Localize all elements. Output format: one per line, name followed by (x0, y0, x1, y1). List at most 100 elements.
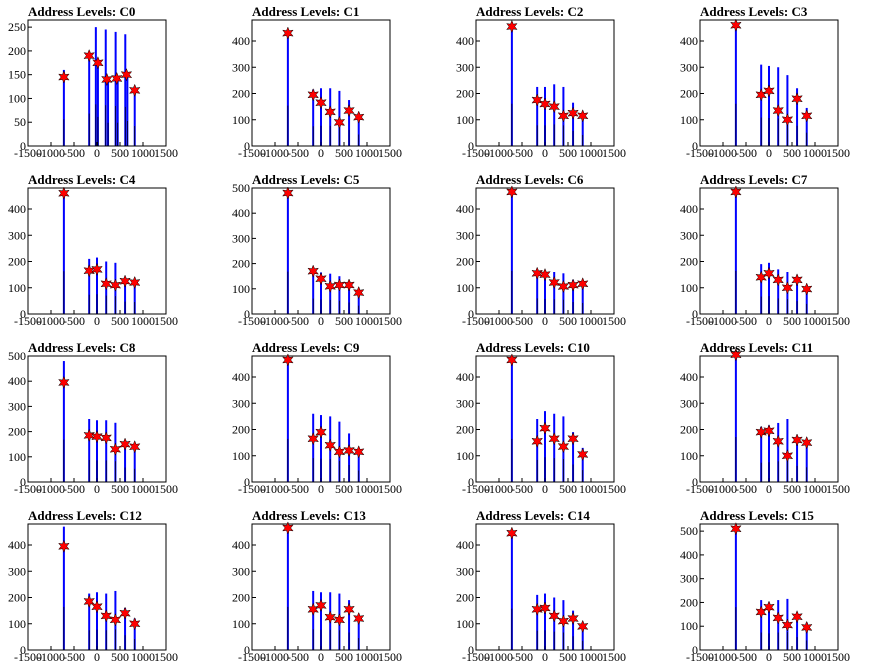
x-tick-label: 500 (559, 146, 577, 160)
y-tick-label: 0 (468, 139, 474, 153)
x-tick-label: -500 (287, 650, 309, 664)
x-tick-label: -1500 (686, 650, 714, 664)
histogram-bar (329, 273, 332, 314)
x-tick-label: 500 (111, 314, 129, 328)
histogram-bar (796, 436, 799, 482)
histogram-bar (553, 413, 556, 482)
peak-marker (119, 274, 131, 288)
histogram-bar (96, 420, 98, 482)
chart-title: Address Levels: C2 (476, 4, 584, 19)
histogram-bar (510, 531, 513, 651)
histogram-bar (286, 526, 289, 651)
x-tick-label: -1500 (14, 314, 42, 328)
histogram-bar (572, 102, 575, 146)
x-tick-label: -500 (511, 650, 533, 664)
x-tick-label: -500 (287, 314, 309, 328)
peak-marker (100, 609, 112, 623)
chart-svg-13: -1500-1000-500 0 500 1000 1500 0 100 200 300 400 (232, 521, 402, 664)
histogram-bar (116, 79, 119, 146)
y-tick-label: 200 (232, 87, 250, 101)
x-tick-label: -1000 (261, 482, 289, 496)
peak-marker (333, 115, 346, 130)
chart-panel-14: -1500 -1000 -500 0 500 1000 1500 0 100 200 300 400 A… (448, 504, 672, 672)
peak-marker (282, 186, 294, 200)
y-tick-label: 300 (232, 396, 250, 410)
histogram-bar (133, 279, 136, 315)
peak-marker (506, 526, 518, 540)
peak-marker (576, 109, 589, 123)
histogram-bar (805, 622, 808, 650)
peak-marker (91, 600, 103, 614)
chart-svg-6: -1500-1000-500 0 500 1000 1500 0 100 200 300 400 (456, 185, 626, 328)
y-tick-label: 300 (680, 60, 698, 74)
histogram-bar (96, 592, 98, 650)
y-tick-label: 0 (244, 307, 250, 321)
histogram-bar (805, 440, 808, 482)
chart-svg-2: -1500-1000-500 0 500 1000 1500 0 100 200 300 400 (456, 19, 626, 160)
y-tick-label: 200 (232, 423, 250, 437)
histogram-bar (348, 281, 351, 314)
histogram-bar (107, 79, 110, 146)
y-tick-label: 250 (8, 20, 26, 34)
chart-title: Address Levels: C5 (252, 172, 360, 187)
y-tick-label: 200 (680, 87, 698, 101)
histogram-bar (581, 623, 584, 650)
chart-panel-7: -1500 -1000 -500 0 500 1000 1500 0 100 200 300 400 A… (672, 168, 896, 336)
x-tick-label: 1500 (826, 650, 850, 664)
histogram-bar (553, 272, 556, 314)
histogram-bar (96, 62, 99, 146)
peak-marker (800, 435, 813, 450)
y-tick-label: 400 (680, 548, 698, 562)
x-tick-label: -1500 (686, 146, 714, 160)
y-tick-label: 500 (8, 349, 26, 363)
y-tick-label: 0 (20, 139, 26, 153)
histogram-bar (581, 282, 584, 314)
y-tick-label: 300 (680, 396, 698, 410)
peak-marker (557, 614, 570, 628)
histogram-bar (133, 88, 136, 146)
chart-title: Address Levels: C14 (476, 508, 590, 523)
x-tick-label: -1000 (485, 482, 513, 496)
y-tick-label: 200 (680, 595, 698, 609)
peak-marker (282, 353, 294, 367)
x-tick-label: 1500 (378, 314, 402, 328)
peak-marker (548, 275, 560, 290)
x-tick-label: 1000 (355, 650, 379, 664)
peak-marker (800, 282, 813, 296)
x-tick-label: 0 (766, 482, 772, 496)
peak-marker (548, 609, 560, 623)
x-tick-label: -1000 (37, 146, 65, 160)
histogram-bar (510, 190, 513, 315)
peak-marker (567, 106, 579, 120)
x-tick-label: 0 (542, 650, 548, 664)
x-tick-label: 0 (318, 146, 324, 160)
peak-marker (352, 445, 365, 459)
y-tick-label: 400 (8, 202, 26, 216)
peak-marker (109, 278, 122, 292)
peak-marker (531, 93, 543, 107)
x-tick-label: 500 (559, 314, 577, 328)
x-tick-label: -1500 (238, 482, 266, 496)
x-tick-label: 500 (559, 482, 577, 496)
peak-marker (128, 440, 141, 454)
histogram-bar (581, 114, 584, 146)
histogram-bar (286, 358, 289, 483)
peak-marker (315, 425, 327, 439)
chart-panel-0: -1500 -1000 -500 0 500 1000 1500 0 50 100 150 200 25… (0, 0, 224, 168)
peak-marker (119, 437, 131, 451)
histogram-bar (126, 74, 129, 146)
chart-panel-2: -1500 -1000 -500 0 500 1000 1500 0 100 200 300 400 A… (448, 0, 672, 168)
peak-marker (128, 617, 141, 631)
peak-marker (92, 56, 104, 70)
histogram-bar (572, 610, 575, 651)
peak-marker (91, 429, 103, 444)
x-tick-label: 500 (559, 650, 577, 664)
histogram-bar (760, 426, 763, 483)
y-tick-label: 100 (8, 91, 26, 105)
chart-svg-15: -1500-1000-500 0 500 1000 150001002003004005… (680, 522, 850, 664)
y-tick-label: 100 (680, 281, 698, 295)
peak-marker (282, 26, 294, 40)
y-tick-label: 300 (456, 564, 474, 578)
peak-marker (763, 84, 775, 98)
